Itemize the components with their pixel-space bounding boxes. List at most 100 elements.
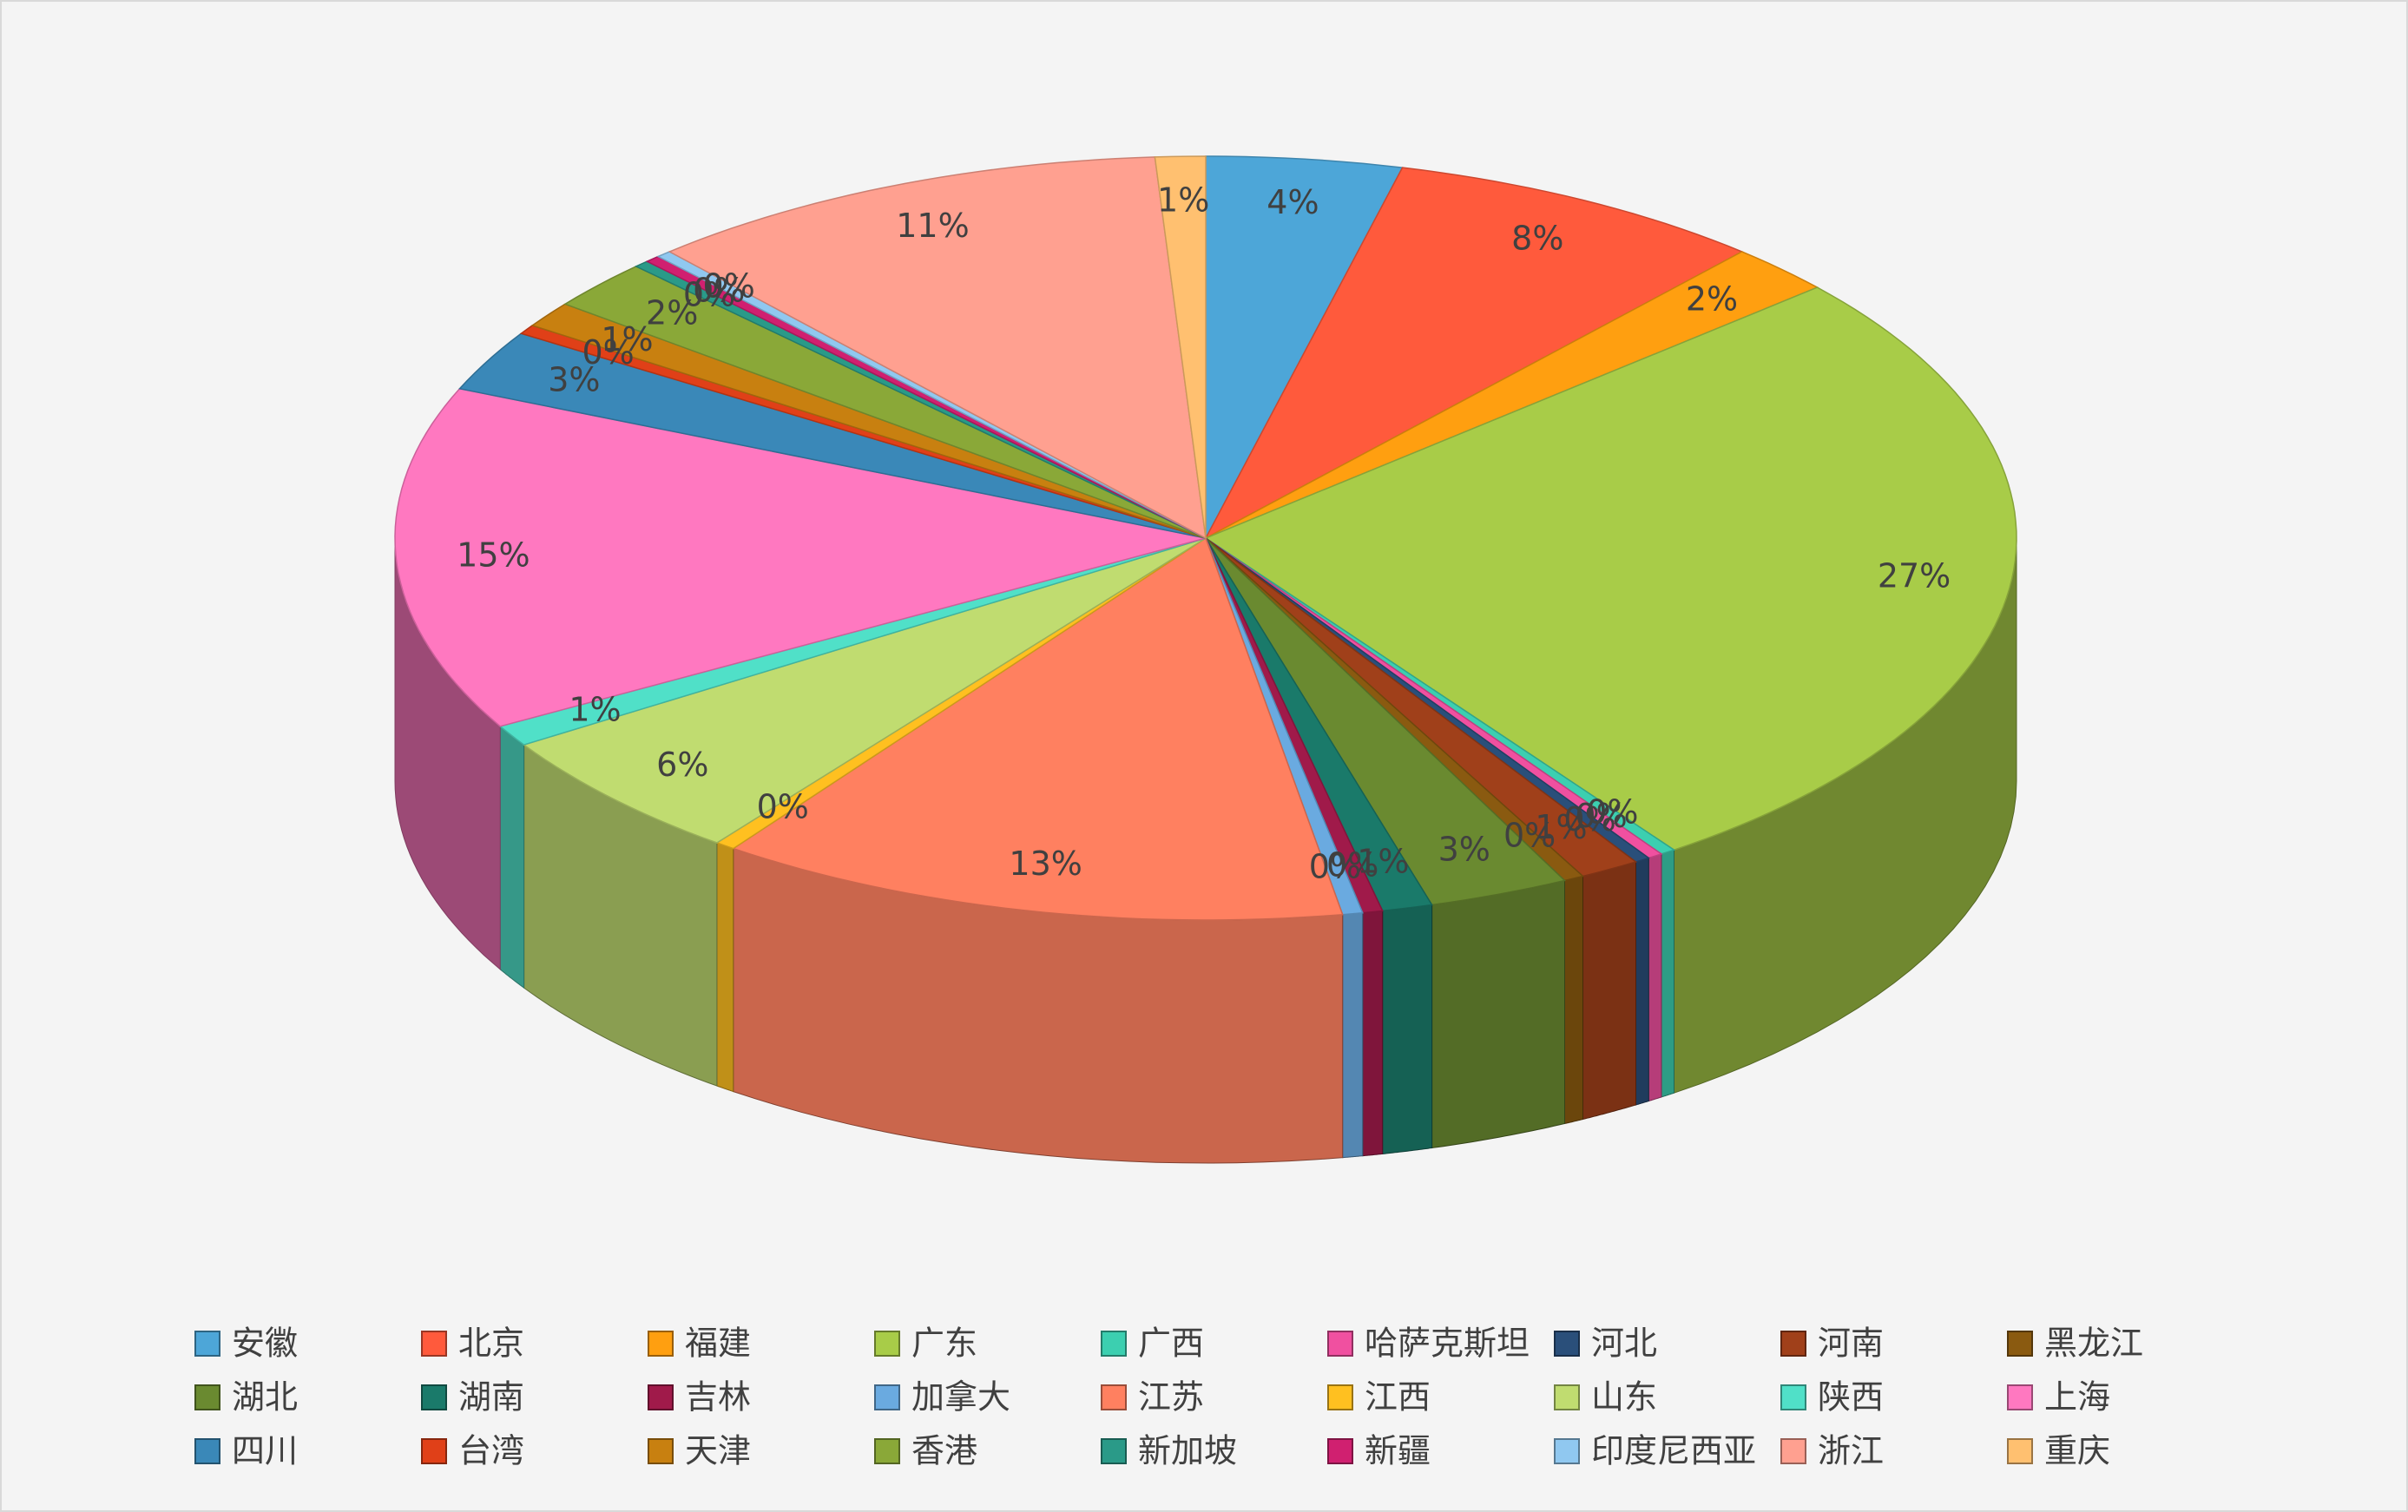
legend-label: 广西: [1138, 1325, 1204, 1363]
data-label: 4%: [1267, 183, 1319, 221]
slice: [563, 266, 1207, 539]
legend-label: 河北: [1591, 1325, 1657, 1363]
legend-swatch: [1554, 1331, 1580, 1357]
legend-label: 湖南: [458, 1378, 524, 1417]
legend-label: 哈萨克斯坦: [1365, 1325, 1530, 1363]
data-label: 1%: [569, 691, 621, 729]
legend-swatch: [1327, 1384, 1353, 1410]
data-label: 3%: [1438, 830, 1490, 868]
legend-swatch: [1327, 1438, 1353, 1464]
slice-side: [1582, 861, 1636, 1121]
legend-swatch: [874, 1438, 900, 1464]
legend-label: 广东: [911, 1325, 977, 1363]
legend-swatch: [1554, 1438, 1580, 1464]
legend-label: 上海: [2044, 1378, 2110, 1417]
legend-label: 黑龙江: [2044, 1325, 2143, 1363]
slice: [522, 537, 1207, 844]
legend-label: 浙江: [1818, 1432, 1884, 1470]
legend-swatch: [1554, 1384, 1580, 1410]
data-label: 1%: [1157, 181, 1209, 219]
legend-swatch: [648, 1384, 674, 1410]
legend-swatch: [194, 1438, 220, 1464]
slice-side: [716, 842, 734, 1093]
slice-side: [1661, 849, 1674, 1098]
data-label: 0%: [582, 333, 634, 371]
legend-label: 新加坡: [1138, 1432, 1237, 1470]
data-label: 2%: [646, 294, 698, 332]
data-label: 1%: [601, 320, 653, 358]
data-label: 27%: [1878, 557, 1951, 595]
data-label: 0%: [1563, 800, 1615, 838]
data-label: 0%: [1586, 793, 1638, 832]
legend-swatch: [194, 1384, 220, 1410]
legend-swatch: [1780, 1331, 1806, 1357]
legend-label: 吉林: [685, 1378, 751, 1417]
data-label: 0%: [703, 266, 755, 305]
data-label: 11%: [896, 207, 969, 245]
data-label: 0%: [1575, 797, 1627, 835]
legend-swatch: [874, 1384, 900, 1410]
slice: [1154, 155, 1207, 539]
legend-label: 福建: [685, 1325, 751, 1363]
slice: [394, 387, 1207, 727]
slice: [458, 332, 1207, 539]
data-label: 3%: [548, 360, 600, 398]
slice-side: [1635, 857, 1649, 1106]
legend-swatch: [1101, 1331, 1127, 1357]
legend-label: 湖北: [232, 1378, 298, 1417]
legend-label: 北京: [458, 1325, 524, 1363]
legend-label: 四川: [232, 1432, 298, 1470]
legend-label: 新疆: [1365, 1432, 1431, 1470]
legend-swatch: [421, 1438, 447, 1464]
slice-side: [1382, 904, 1433, 1154]
slice-side: [499, 725, 525, 989]
legend-label: 陕西: [1818, 1378, 1884, 1417]
slice: [1205, 155, 1404, 539]
legend-swatch: [874, 1331, 900, 1357]
data-label: 6%: [656, 746, 708, 784]
legend-swatch: [648, 1438, 674, 1464]
legend-swatch: [1101, 1384, 1127, 1410]
data-label: 0%: [683, 275, 735, 313]
slice: [1205, 251, 1819, 539]
data-label: 1%: [1535, 808, 1587, 846]
legend-swatch: [194, 1331, 220, 1357]
slice-side: [1431, 879, 1565, 1149]
data-label: 8%: [1511, 220, 1563, 258]
legend-swatch: [648, 1331, 674, 1357]
legend-label: 天津: [685, 1432, 751, 1470]
legend-label: 山东: [1591, 1378, 1657, 1417]
legend-swatch: [2007, 1331, 2033, 1357]
slice-side: [1648, 853, 1662, 1102]
slice-side: [1564, 875, 1583, 1125]
legend-swatch: [1327, 1331, 1353, 1357]
legend-label: 加拿大: [911, 1378, 1010, 1417]
legend-label: 重庆: [2044, 1432, 2110, 1470]
slice: [1204, 286, 2017, 851]
data-label: 13%: [1009, 845, 1082, 883]
slice-side: [1362, 910, 1384, 1157]
data-label: 2%: [1686, 280, 1738, 319]
legend-swatch: [2007, 1438, 2033, 1464]
legend-swatch: [2007, 1384, 2033, 1410]
slice: [1205, 537, 1567, 906]
legend-label: 江苏: [1138, 1378, 1204, 1417]
slice: [1204, 167, 1744, 540]
legend-swatch: [1780, 1384, 1806, 1410]
legend-swatch: [1780, 1438, 1806, 1464]
slice: [668, 156, 1207, 540]
legend-label: 江西: [1365, 1378, 1431, 1417]
data-label: 0%: [1309, 847, 1361, 885]
slice: [732, 536, 1344, 921]
legend-label: 安徽: [232, 1325, 298, 1363]
legend-swatch: [421, 1331, 447, 1357]
data-label: 0%: [757, 787, 809, 825]
legend-label: 河南: [1818, 1325, 1884, 1363]
data-label: 15%: [457, 536, 530, 574]
legend-label: 印度尼西亚: [1591, 1432, 1756, 1470]
legend-swatch: [421, 1384, 447, 1410]
data-label: 0%: [1503, 816, 1556, 854]
legend-swatch: [1101, 1438, 1127, 1464]
slice-side: [1342, 912, 1364, 1159]
